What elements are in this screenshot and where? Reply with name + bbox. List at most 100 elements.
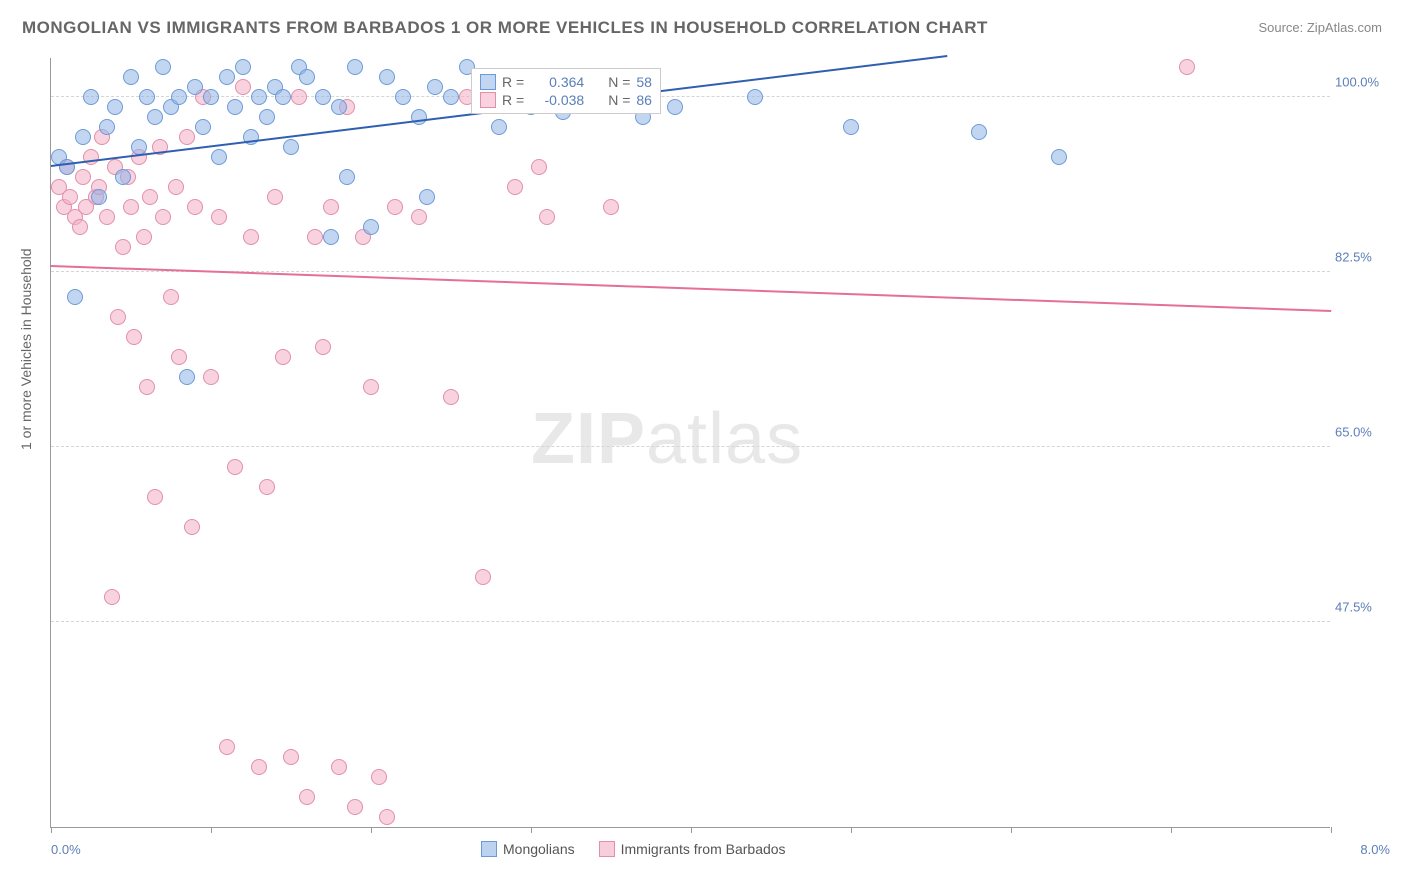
scatter-point: [195, 119, 211, 135]
scatter-point: [251, 89, 267, 105]
scatter-point: [110, 309, 126, 325]
scatter-point: [179, 129, 195, 145]
scatter-point: [299, 789, 315, 805]
scatter-point: [283, 749, 299, 765]
scatter-point: [419, 189, 435, 205]
scatter-point: [323, 199, 339, 215]
scatter-point: [411, 209, 427, 225]
scatter-point: [171, 349, 187, 365]
scatter-point: [62, 189, 78, 205]
scatter-point: [339, 169, 355, 185]
scatter-point: [243, 229, 259, 245]
scatter-point: [971, 124, 987, 140]
scatter-point: [315, 89, 331, 105]
correlation-legend: R =0.364N =58R =-0.038N =86: [471, 68, 661, 114]
y-tick-label: 47.5%: [1335, 600, 1390, 615]
scatter-point: [443, 89, 459, 105]
scatter-point: [187, 199, 203, 215]
scatter-point: [91, 189, 107, 205]
x-tick: [1011, 827, 1012, 833]
legend-row: R =0.364N =58: [480, 73, 652, 91]
scatter-point: [747, 89, 763, 105]
scatter-point: [139, 379, 155, 395]
scatter-point: [123, 69, 139, 85]
scatter-point: [539, 209, 555, 225]
gridline: [51, 621, 1330, 622]
x-tick: [371, 827, 372, 833]
legend-swatch: [480, 92, 496, 108]
scatter-point: [107, 99, 123, 115]
series-legend: Mongolians Immigrants from Barbados: [481, 841, 786, 857]
legend-item: Mongolians: [481, 841, 575, 857]
x-tick: [1331, 827, 1332, 833]
scatter-point: [1179, 59, 1195, 75]
scatter-point: [331, 759, 347, 775]
scatter-point: [227, 99, 243, 115]
scatter-point: [347, 799, 363, 815]
x-tick: [691, 827, 692, 833]
scatter-point: [75, 129, 91, 145]
scatter-point: [163, 289, 179, 305]
scatter-point: [67, 289, 83, 305]
watermark: ZIPatlas: [531, 398, 803, 480]
x-max-label: 8.0%: [1360, 842, 1390, 857]
scatter-point: [379, 69, 395, 85]
scatter-point: [507, 179, 523, 195]
scatter-point: [323, 229, 339, 245]
scatter-point: [139, 89, 155, 105]
scatter-point: [211, 209, 227, 225]
scatter-point: [291, 89, 307, 105]
scatter-point: [307, 229, 323, 245]
scatter-point: [347, 59, 363, 75]
scatter-point: [155, 59, 171, 75]
scatter-point: [667, 99, 683, 115]
trend-line: [51, 265, 1331, 312]
x-tick: [1171, 827, 1172, 833]
y-tick-label: 65.0%: [1335, 425, 1390, 440]
x-tick: [531, 827, 532, 833]
chart-title: MONGOLIAN VS IMMIGRANTS FROM BARBADOS 1 …: [22, 18, 988, 38]
scatter-point: [363, 379, 379, 395]
scatter-point: [104, 589, 120, 605]
scatter-point: [168, 179, 184, 195]
scatter-point: [171, 89, 187, 105]
scatter-point: [115, 169, 131, 185]
scatter-point: [123, 199, 139, 215]
scatter-point: [395, 89, 411, 105]
scatter-point: [491, 119, 507, 135]
scatter-point: [259, 479, 275, 495]
y-axis-label: 1 or more Vehicles in Household: [18, 248, 34, 450]
scatter-point: [603, 199, 619, 215]
x-tick: [211, 827, 212, 833]
x-min-label: 0.0%: [51, 842, 81, 857]
scatter-point: [411, 109, 427, 125]
legend-swatch: [480, 74, 496, 90]
y-tick-label: 82.5%: [1335, 250, 1390, 265]
scatter-point: [379, 809, 395, 825]
x-tick: [851, 827, 852, 833]
scatter-point: [235, 79, 251, 95]
legend-label: Immigrants from Barbados: [621, 841, 786, 857]
scatter-point: [1051, 149, 1067, 165]
scatter-point: [187, 79, 203, 95]
scatter-point: [219, 69, 235, 85]
scatter-point: [136, 229, 152, 245]
scatter-point: [155, 209, 171, 225]
legend-label: Mongolians: [503, 841, 575, 857]
legend-swatch: [481, 841, 497, 857]
scatter-point: [147, 109, 163, 125]
scatter-point: [126, 329, 142, 345]
gridline: [51, 96, 1330, 97]
scatter-point: [184, 519, 200, 535]
scatter-point: [475, 569, 491, 585]
scatter-point: [275, 349, 291, 365]
scatter-point: [99, 209, 115, 225]
scatter-point: [251, 759, 267, 775]
scatter-point: [235, 59, 251, 75]
scatter-point: [227, 459, 243, 475]
scatter-point: [72, 219, 88, 235]
y-tick-label: 100.0%: [1335, 75, 1390, 90]
scatter-point: [315, 339, 331, 355]
scatter-point: [83, 89, 99, 105]
scatter-point: [142, 189, 158, 205]
